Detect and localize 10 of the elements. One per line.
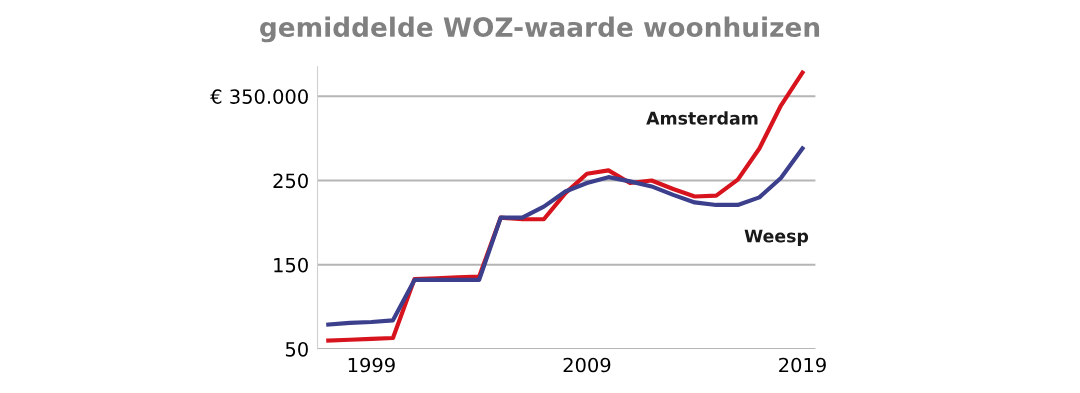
series-label: Amsterdam	[646, 111, 758, 125]
series-label: Weesp	[744, 229, 809, 246]
y-tick-label: 150	[274, 257, 308, 273]
y-tick-label: 50	[285, 341, 308, 357]
y-tick-label: € 350.000	[210, 89, 308, 104]
x-tick-label: 2019	[779, 357, 826, 373]
x-tick-label: 1999	[348, 357, 395, 373]
x-tick-label: 2009	[563, 357, 611, 373]
y-tick-label: 250	[273, 173, 308, 189]
chart-title: gemiddelde WOZ-waarde woonhuizen	[260, 16, 820, 43]
